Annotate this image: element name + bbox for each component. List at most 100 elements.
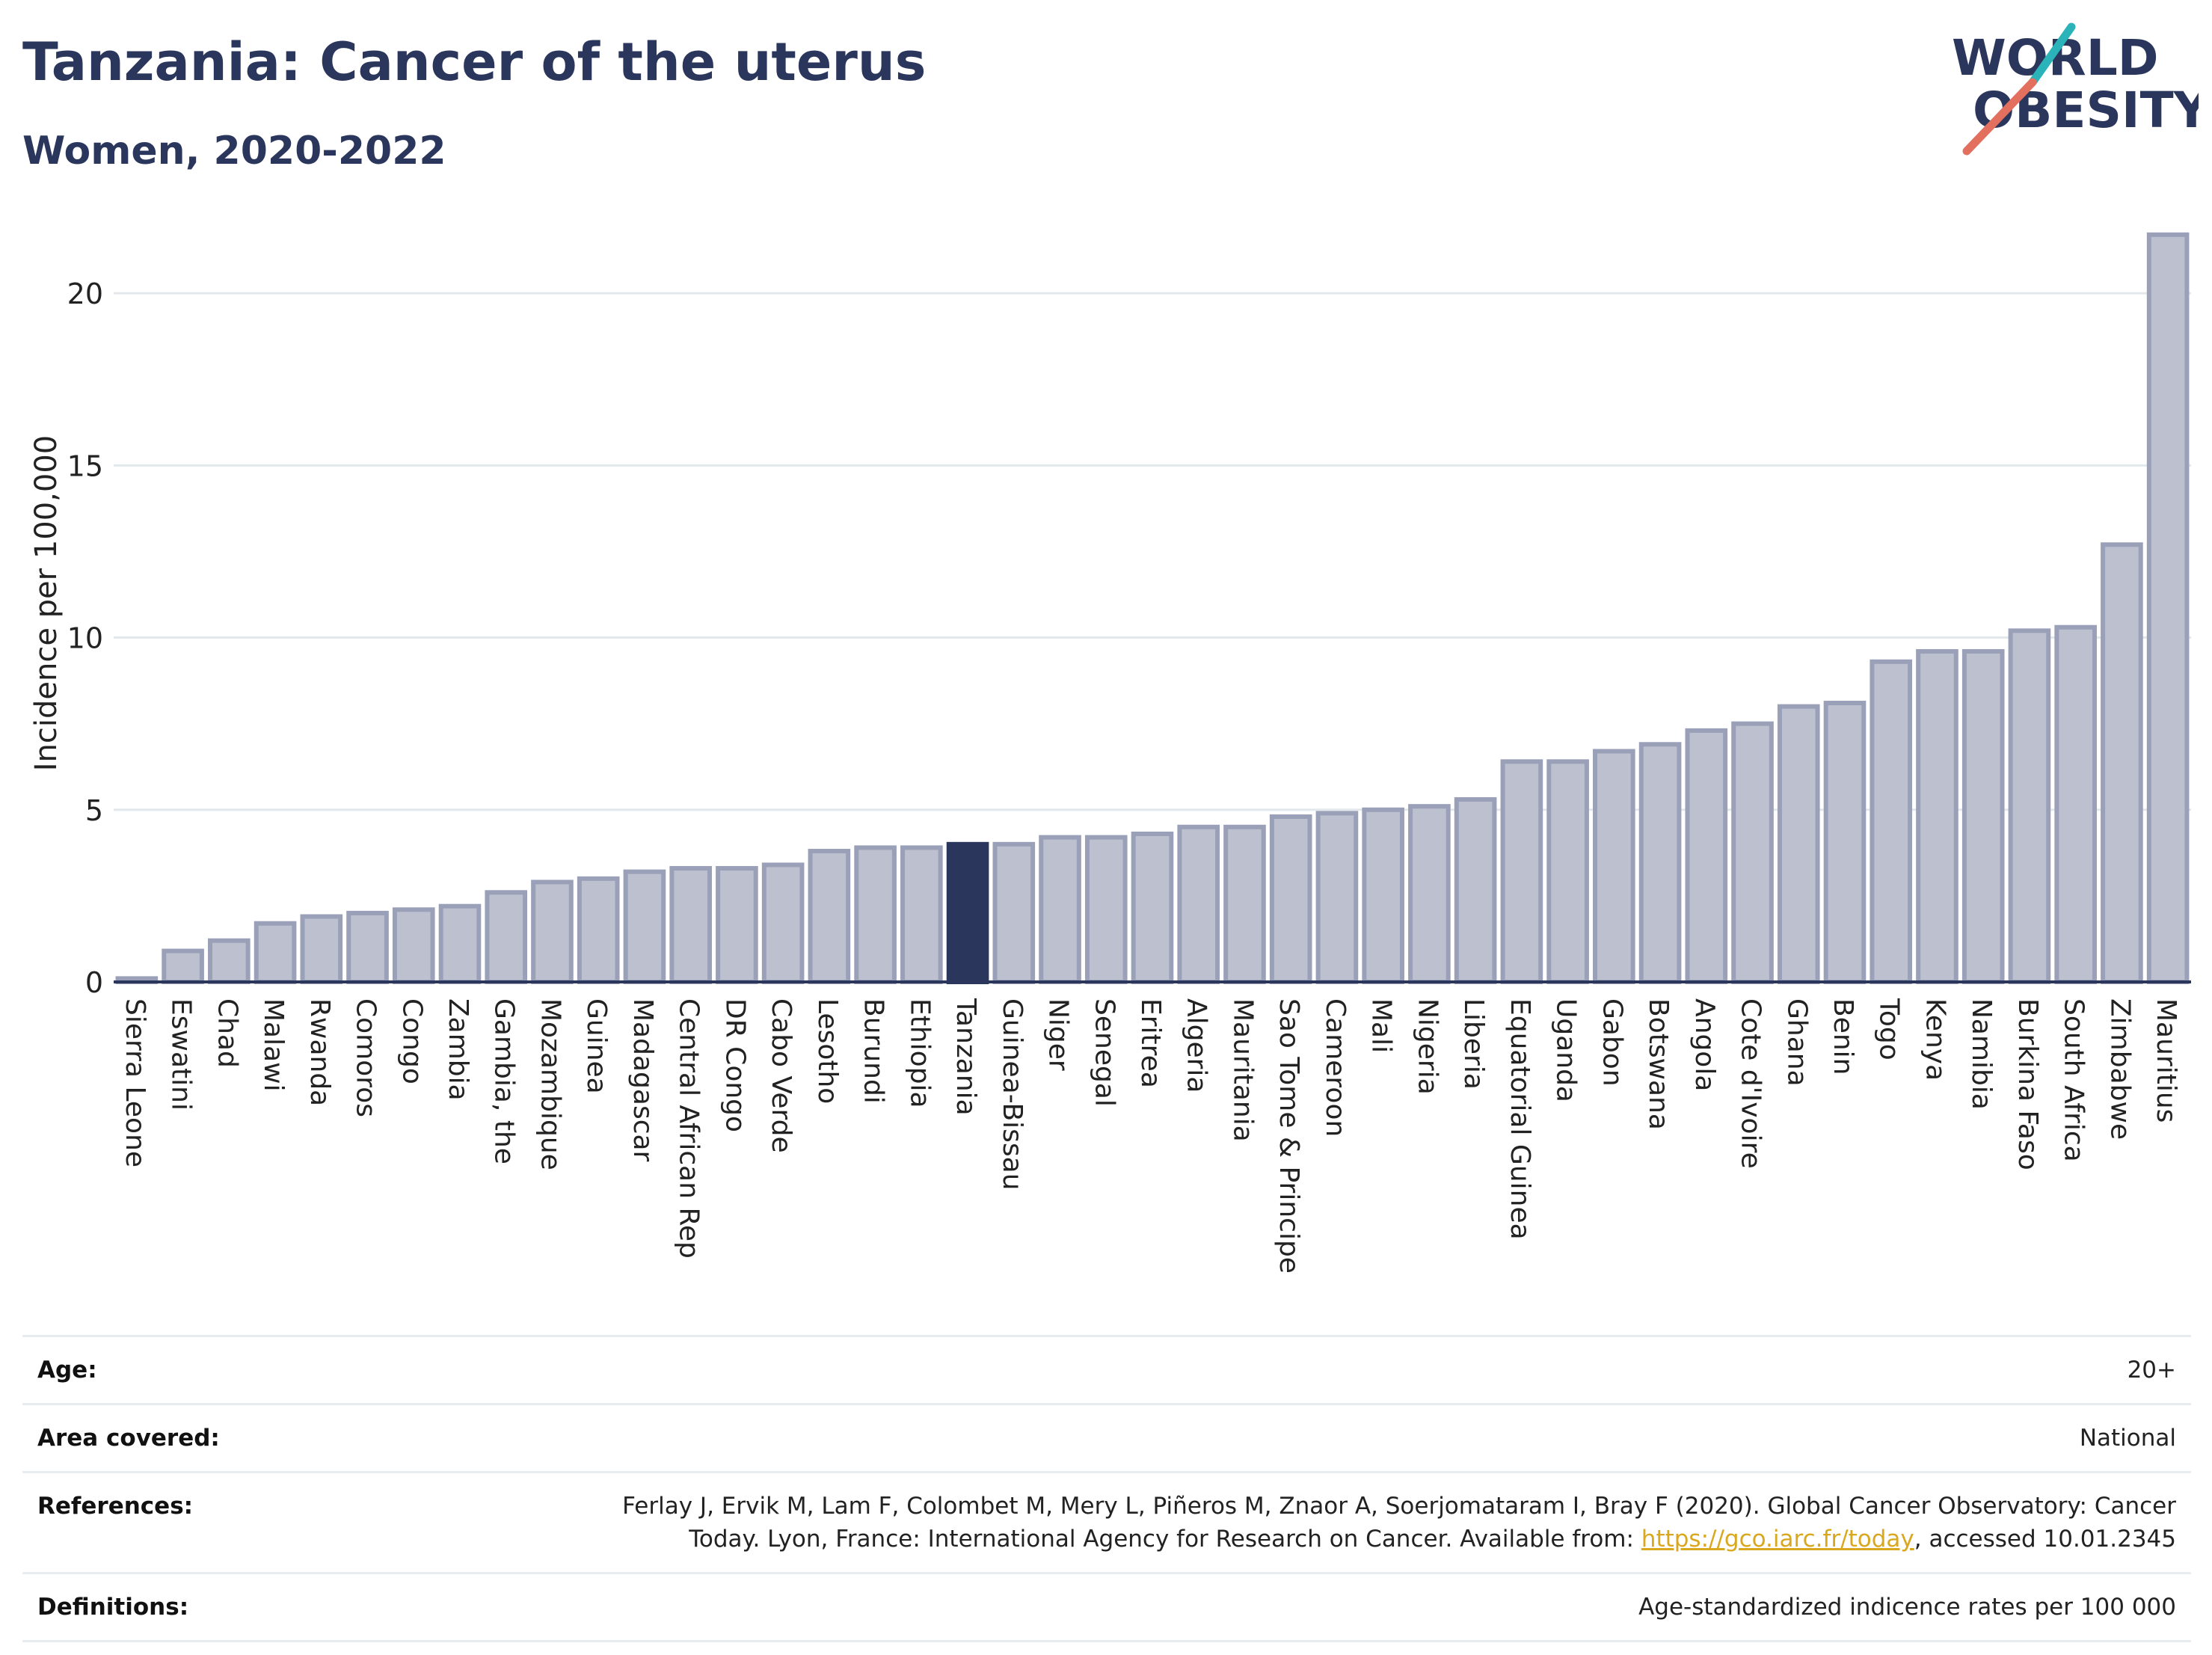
y-tick-label: 0 bbox=[85, 966, 103, 999]
x-tick-label: Rwanda bbox=[304, 998, 335, 1106]
bar bbox=[1546, 759, 1589, 984]
x-tick-label: Gambia, the bbox=[489, 998, 520, 1164]
x-tick-label: Uganda bbox=[1551, 998, 1582, 1102]
x-tick-label: Niger bbox=[1043, 998, 1074, 1071]
bar bbox=[1685, 728, 1728, 984]
bar bbox=[577, 876, 620, 985]
x-tick-label: Tanzania bbox=[950, 998, 981, 1116]
bar bbox=[2146, 232, 2190, 984]
bar bbox=[254, 921, 297, 985]
bar bbox=[1916, 648, 1958, 984]
meta-row-definitions: Definitions: Age-standardized indicence … bbox=[22, 1572, 2191, 1642]
x-tick-label: Malawi bbox=[258, 998, 289, 1092]
bar bbox=[854, 845, 897, 984]
x-tick-label: Burundi bbox=[858, 998, 889, 1104]
meta-label-definitions: Definitions: bbox=[37, 1594, 189, 1621]
bar bbox=[1362, 807, 1404, 984]
bar bbox=[485, 890, 528, 985]
bar bbox=[1961, 648, 2005, 984]
x-tick-label: Cote d'Ivoire bbox=[1736, 998, 1766, 1169]
x-tick-label: Cabo Verde bbox=[766, 998, 796, 1153]
bar bbox=[1131, 832, 1174, 984]
y-axis-label: Incidence per 100,000 bbox=[29, 435, 64, 772]
x-tick-label: Nigeria bbox=[1412, 998, 1443, 1095]
bar bbox=[438, 903, 482, 984]
x-tick-label: Algeria bbox=[1182, 998, 1212, 1093]
x-tick-label: Mali bbox=[1366, 998, 1397, 1053]
bar bbox=[2008, 628, 2051, 984]
logo-slash-coral bbox=[1962, 78, 2037, 156]
y-tick-labels: 0 5 10 15 20 bbox=[67, 277, 103, 999]
bar-highlighted bbox=[946, 841, 989, 985]
bar bbox=[346, 910, 389, 984]
bar bbox=[808, 849, 851, 984]
bar bbox=[1269, 814, 1312, 984]
x-tick-label: DR Congo bbox=[719, 998, 750, 1132]
bar bbox=[1177, 824, 1220, 984]
logo-slash-teal bbox=[2028, 22, 2076, 87]
meta-label-area: Area covered: bbox=[37, 1425, 220, 1452]
x-tick-label: Madagascar bbox=[627, 998, 658, 1162]
world-obesity-logo: WORLD OBESITY bbox=[1952, 22, 2199, 156]
bar bbox=[300, 914, 343, 985]
reference-accessed: , accessed 10.01.2345 bbox=[1914, 1526, 2176, 1553]
x-tick-labels: Sierra Leone Eswatini Chad Malawi Rwanda Como… bbox=[120, 998, 2181, 1274]
x-tick-label: Equatorial Guinea bbox=[1505, 998, 1535, 1240]
logo-text-world: WORLD bbox=[1952, 29, 2159, 87]
x-tick-label: Congo bbox=[396, 998, 427, 1084]
bar bbox=[1500, 759, 1543, 984]
meta-label-references: References: bbox=[37, 1493, 194, 1520]
x-tick-label: Zimbabwe bbox=[2104, 998, 2135, 1140]
x-tick-label: South Africa bbox=[2059, 998, 2089, 1162]
y-tick-label: 15 bbox=[67, 449, 103, 482]
meta-value-definitions: Age-standardized indicence rates per 100… bbox=[1638, 1594, 2176, 1621]
y-tick-label: 5 bbox=[85, 794, 103, 827]
meta-label-age: Age: bbox=[37, 1357, 97, 1384]
bar bbox=[162, 948, 204, 984]
x-tick-label: Liberia bbox=[1458, 998, 1489, 1090]
bar bbox=[2101, 542, 2143, 984]
bar bbox=[1777, 704, 1820, 984]
bar bbox=[1039, 835, 1081, 985]
x-tick-label: Guinea-Bissau bbox=[997, 998, 1027, 1191]
bar bbox=[669, 866, 712, 985]
bar bbox=[1870, 659, 1913, 984]
x-tick-label: Togo bbox=[1874, 998, 1905, 1060]
x-tick-label: Sierra Leone bbox=[120, 998, 150, 1167]
x-tick-label: Senegal bbox=[1089, 998, 1119, 1107]
bar bbox=[1315, 811, 1359, 985]
reference-text: Ferlay J, Ervik M, Lam F, Colombet M, Me… bbox=[622, 1493, 2176, 1553]
bar bbox=[1638, 742, 1682, 984]
meta-value-references: Ferlay J, Ervik M, Lam F, Colombet M, Me… bbox=[568, 1490, 2176, 1556]
x-tick-label: Gabon bbox=[1597, 998, 1627, 1087]
bar bbox=[1593, 749, 1635, 985]
chart-subtitle: Women, 2020-2022 bbox=[22, 129, 446, 174]
meta-row-area: Area covered: National bbox=[22, 1403, 2191, 1471]
bar bbox=[531, 879, 574, 984]
bar bbox=[1223, 824, 1266, 984]
bar bbox=[900, 845, 943, 984]
bar bbox=[1454, 796, 1497, 985]
x-tick-label: Eritrea bbox=[1135, 998, 1166, 1088]
bar bbox=[761, 862, 805, 984]
x-tick-label: Benin bbox=[1828, 998, 1858, 1075]
x-tick-label: Cameroon bbox=[1320, 998, 1351, 1137]
bar bbox=[1731, 721, 1774, 985]
y-tick-label: 20 bbox=[67, 277, 103, 310]
meta-value-area: National bbox=[2079, 1425, 2176, 1452]
bar bbox=[1823, 701, 1867, 984]
meta-row-references: References: Ferlay J, Ervik M, Lam F, Co… bbox=[22, 1471, 2191, 1572]
bar-chart: 0 5 10 15 20 Sierra Leone Eswatini Chad Malawi R… bbox=[29, 232, 2191, 1274]
y-tick-label: 10 bbox=[67, 622, 103, 655]
bar bbox=[992, 841, 1036, 985]
x-tick-label: Mozambique bbox=[535, 998, 565, 1170]
bar bbox=[392, 907, 435, 985]
x-tick-label: Ethiopia bbox=[904, 998, 935, 1108]
bar bbox=[2054, 624, 2097, 984]
bar bbox=[716, 866, 758, 985]
reference-link[interactable]: https://gco.iarc.fr/today bbox=[1641, 1526, 1914, 1553]
x-tick-label: Ghana bbox=[1781, 998, 1812, 1087]
x-tick-label: Botswana bbox=[1643, 998, 1674, 1130]
x-tick-label: Namibia bbox=[1966, 998, 1997, 1110]
chart-title: Tanzania: Cancer of the uterus bbox=[22, 31, 927, 93]
